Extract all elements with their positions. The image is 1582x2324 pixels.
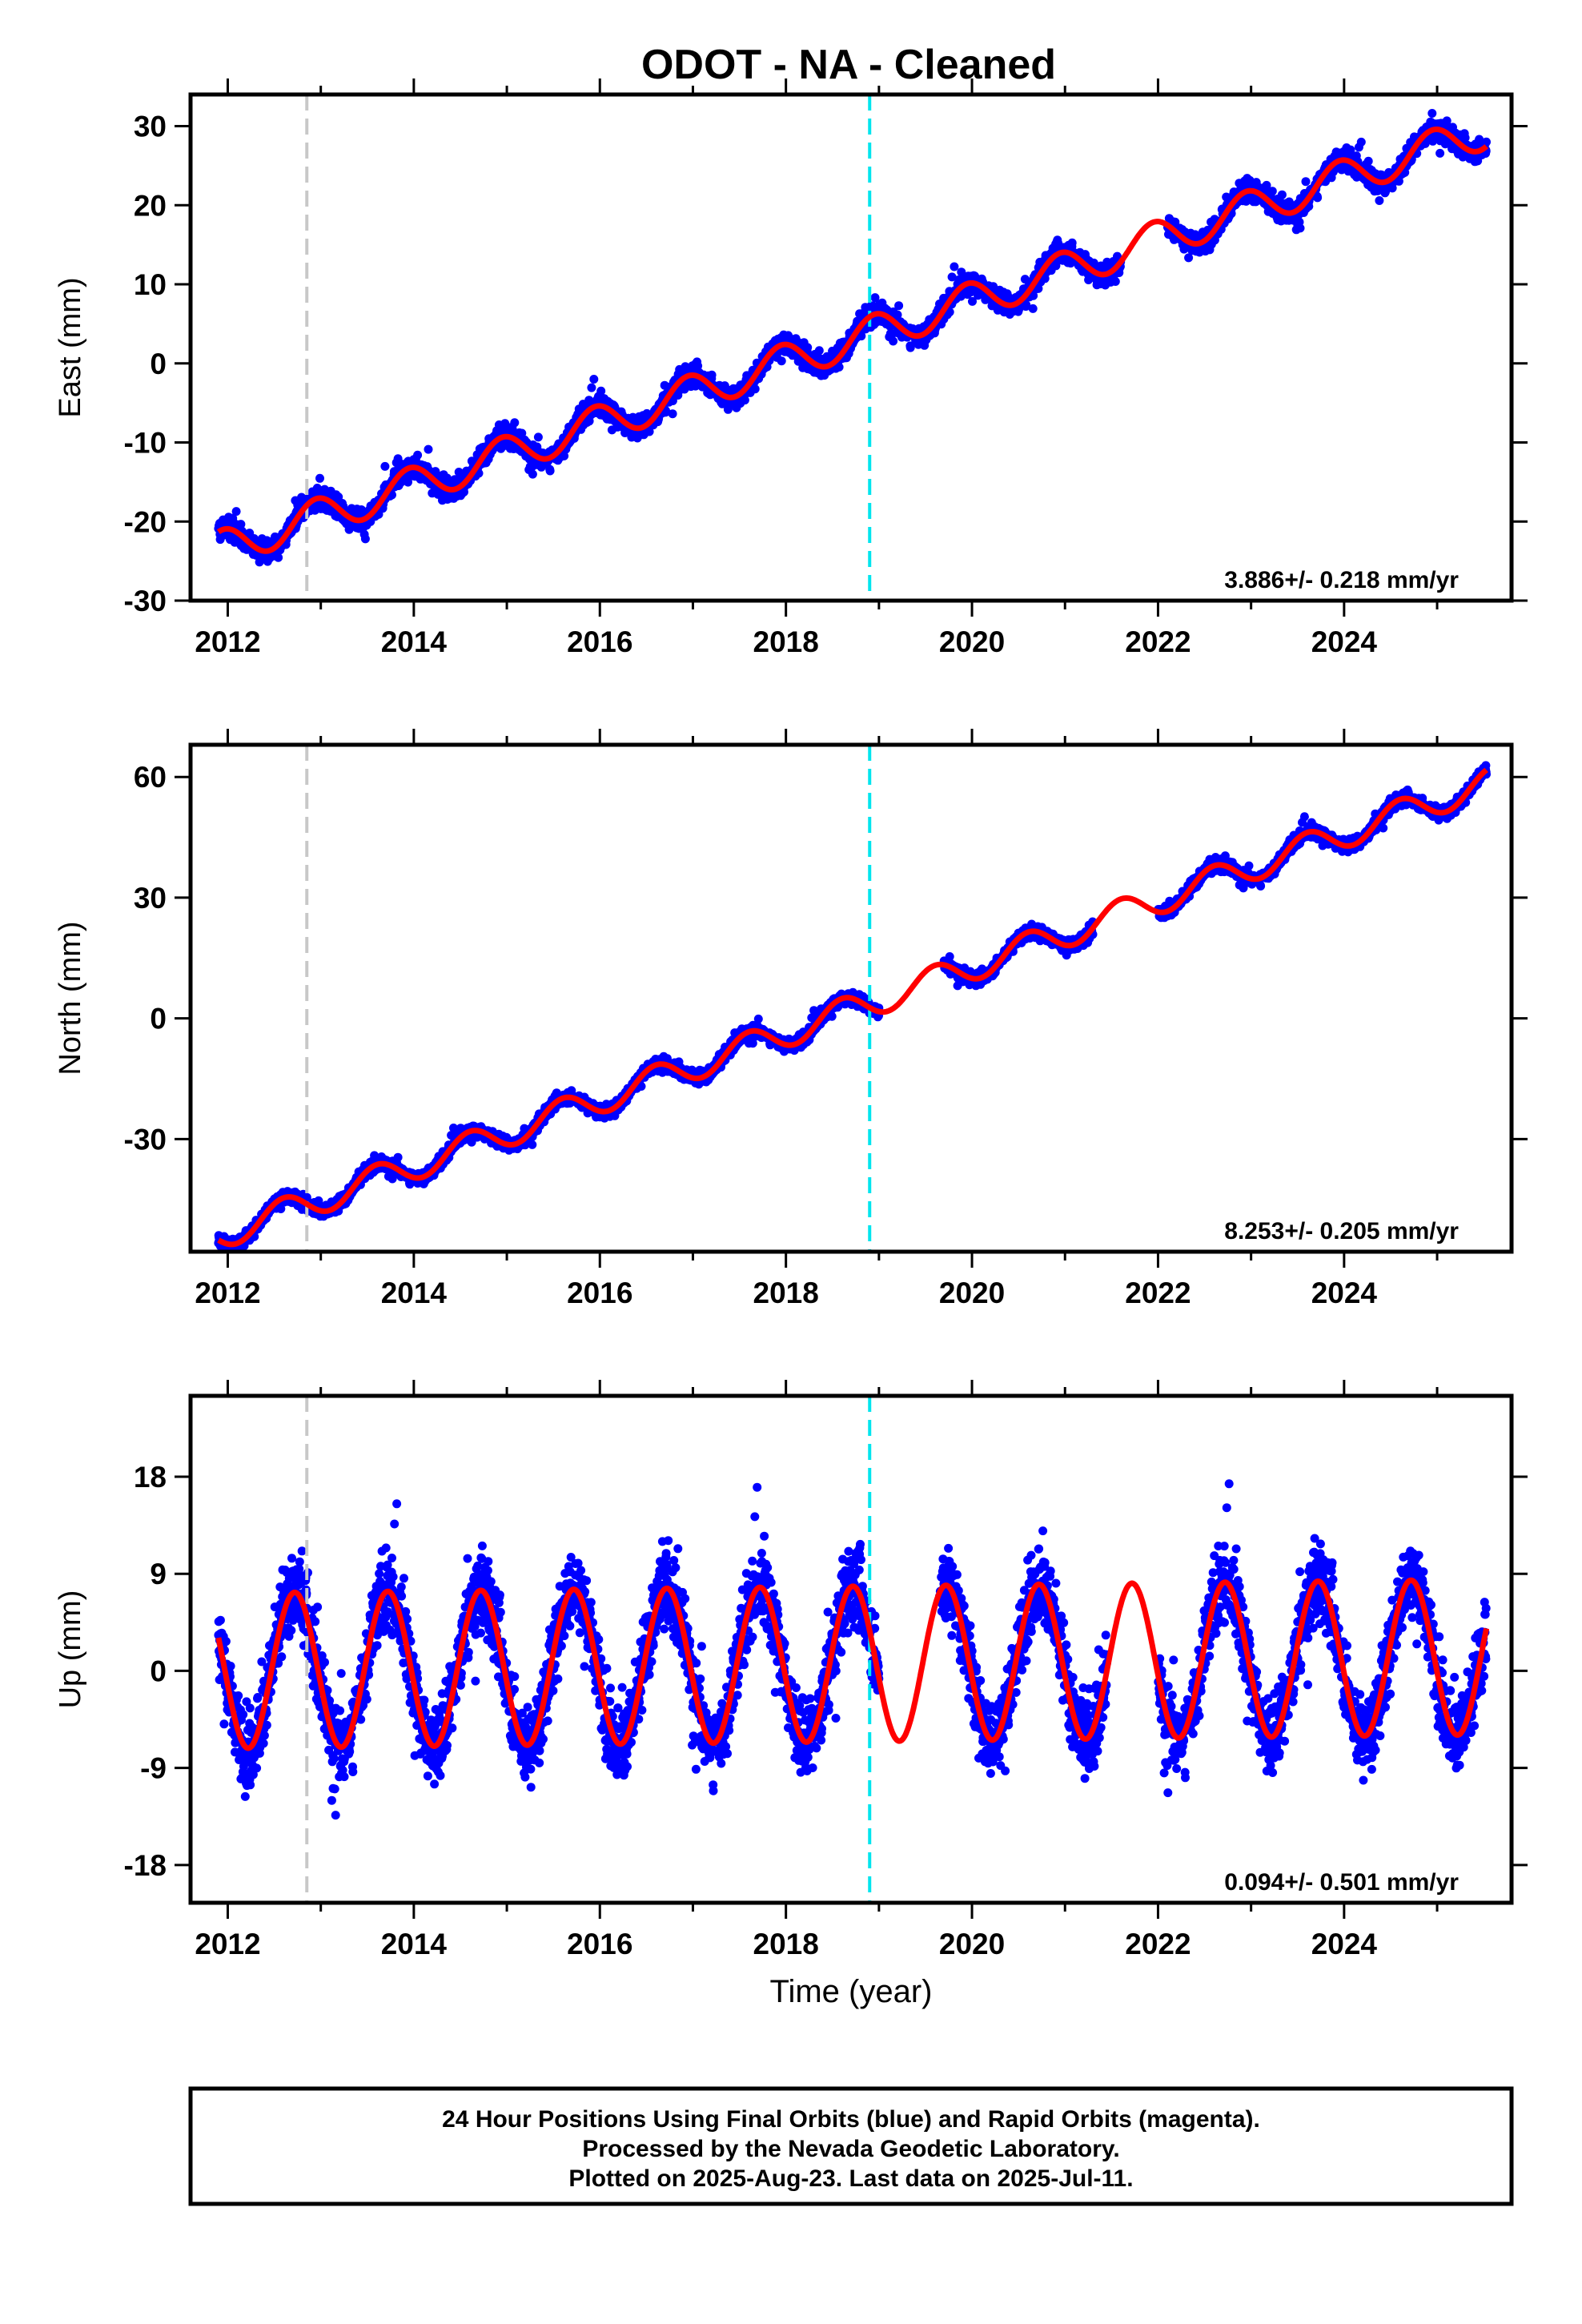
east-data-point [777,356,786,366]
east-data-point [596,386,606,396]
east-x-tick-label: 2024 [1311,625,1378,658]
east-y-tick-label: -20 [124,505,167,538]
east-data-point [589,375,599,384]
east-data-point [1375,196,1384,205]
east-data-point [1028,304,1038,313]
east-x-tick-label: 2014 [381,625,448,658]
east-y-tick-label: -30 [124,585,167,617]
east-data-point [231,507,241,517]
east-x-tick-label: 2018 [753,625,819,658]
north-panel: 2012 2014 2016 2018 2020 2022 202460300-30Nort… [54,729,1528,1309]
east-data-point [424,444,433,454]
east-data-point [360,534,370,544]
east-data-point [950,262,959,271]
east-data-point [1067,238,1077,247]
east-data-point [1435,148,1445,158]
east-y-tick-label: 10 [134,268,167,301]
east-data-point [894,301,904,311]
east-data-point [236,520,246,529]
east-data-point [1356,137,1366,147]
east-data-point [707,370,717,380]
east-data-point [1427,109,1437,118]
east-x-tick-label: 2012 [195,625,260,658]
east-plot-area [214,94,1491,601]
east-y-tick-label: 20 [134,189,167,222]
east-data-point [1295,223,1305,233]
east-data-point [668,409,677,419]
east-data-point [1277,190,1287,199]
east-model-curve [216,127,1488,554]
east-data-point [1301,177,1311,187]
east-x-tick-label: 2022 [1125,625,1191,658]
east-data-point [413,450,423,460]
east-panel: 2012 2014 2016 2018 2020 2022 2024 30 20 10 0 -10 -2… [54,78,1528,658]
east-y-axis-label: East (mm) [54,277,87,417]
east-data-point [560,451,569,460]
east-data-point [517,428,527,438]
east-data-point [1110,277,1120,286]
east-data-point [380,461,390,471]
east-data-point [587,383,596,392]
east-data-point [528,469,537,479]
east-y-tick-label: 30 [134,111,167,143]
east-y-tick-label: 0 [150,348,167,380]
north-plot-area [214,745,1491,1252]
east-data-point [274,553,283,562]
east-data-point [545,466,555,476]
east-data-point [1482,137,1491,147]
east-data-point [1363,156,1373,166]
east-data-point [510,418,520,428]
east-x-tick-label: 2016 [567,625,632,658]
east-data-point [1267,187,1277,196]
east-data-point [889,336,898,346]
east-x-tick-label: 2020 [939,625,1005,658]
east-data-point [315,473,324,483]
east-data-point [814,346,824,356]
east-data-point [1313,193,1323,203]
east-data-point [750,384,760,394]
east-data-point [533,432,543,442]
east-rate-label: 3.886+/- 0.218 mm/yr [1224,567,1459,593]
east-y-tick-label: -10 [124,427,167,460]
figure-title: ODOT - NA - Cleaned [641,42,1056,88]
